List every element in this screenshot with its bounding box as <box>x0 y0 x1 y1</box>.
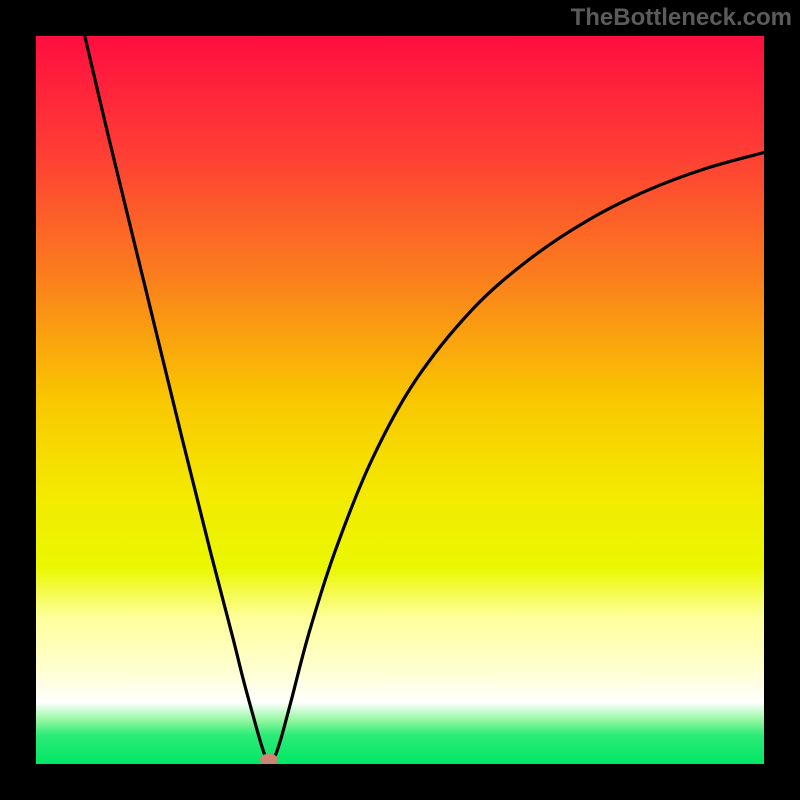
bottleneck-chart <box>0 0 800 800</box>
minimum-marker <box>260 754 278 766</box>
watermark-text: TheBottleneck.com <box>571 4 792 32</box>
plot-background <box>36 36 764 764</box>
chart-container: TheBottleneck.com <box>0 0 800 800</box>
